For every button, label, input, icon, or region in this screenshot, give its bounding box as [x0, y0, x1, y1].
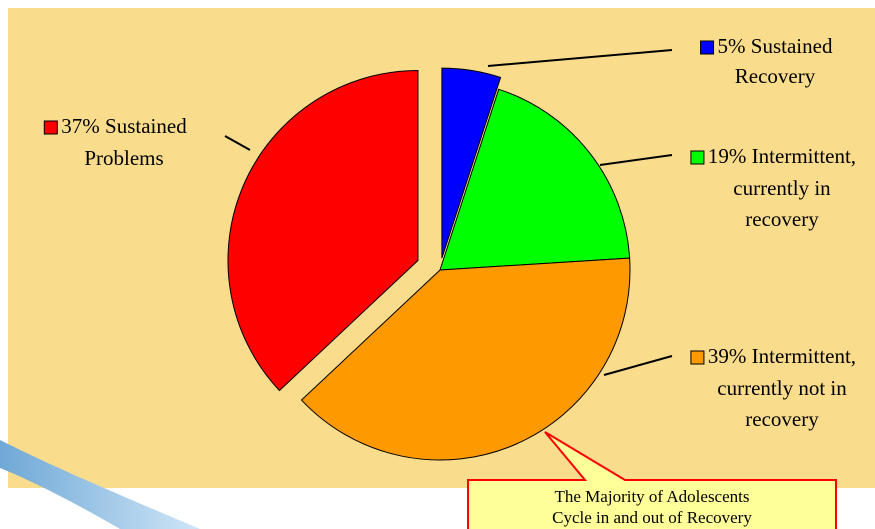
annotation: The Majority of Adolescents: [555, 487, 750, 506]
category-label: Problems: [84, 146, 163, 170]
pie-slice: [439, 88, 631, 271]
category-label: Sustained: [751, 34, 833, 58]
category-label: Intermittent,: [752, 344, 856, 368]
slice-label: 39% Intermittent,: [708, 344, 856, 368]
legend-swatch: [700, 40, 715, 55]
slice-label: 5% Sustained: [718, 34, 833, 58]
leader-line: [599, 154, 673, 166]
category-label: recovery: [745, 407, 819, 431]
value-label: 19%: [708, 144, 747, 168]
pie-slice: [300, 257, 631, 461]
pie: [227, 67, 631, 461]
legend-swatch: [690, 150, 705, 165]
value-label: 37%: [61, 114, 100, 138]
pie-slice: [441, 67, 502, 259]
slice-label: 37% Sustained: [61, 114, 187, 138]
category-label: recovery: [745, 207, 819, 231]
callout-box: [467, 431, 837, 529]
category-label: Sustained: [105, 114, 187, 138]
legend-swatch: [43, 120, 58, 135]
leader-line: [603, 355, 673, 376]
category-label: currently not in: [717, 376, 847, 400]
value-label: 5%: [718, 34, 746, 58]
labels: 5% Sustained Recovery 19% Intermittent, cur…: [43, 34, 856, 431]
value-label: 39%: [708, 344, 747, 368]
leader-line: [224, 135, 251, 151]
slice-label: 19% Intermittent,: [708, 144, 856, 168]
pie-slice: [227, 69, 419, 392]
category-label: Recovery: [735, 64, 816, 88]
annotation: Cycle in and out of Recovery: [552, 508, 752, 527]
leader-line: [487, 49, 673, 67]
legend-swatch: [690, 350, 705, 365]
category-label: currently in: [733, 176, 831, 200]
category-label: Intermittent,: [752, 144, 856, 168]
callout: The Majority of Adolescents Cycle in and…: [467, 431, 837, 529]
decor-swoosh: [0, 440, 200, 529]
